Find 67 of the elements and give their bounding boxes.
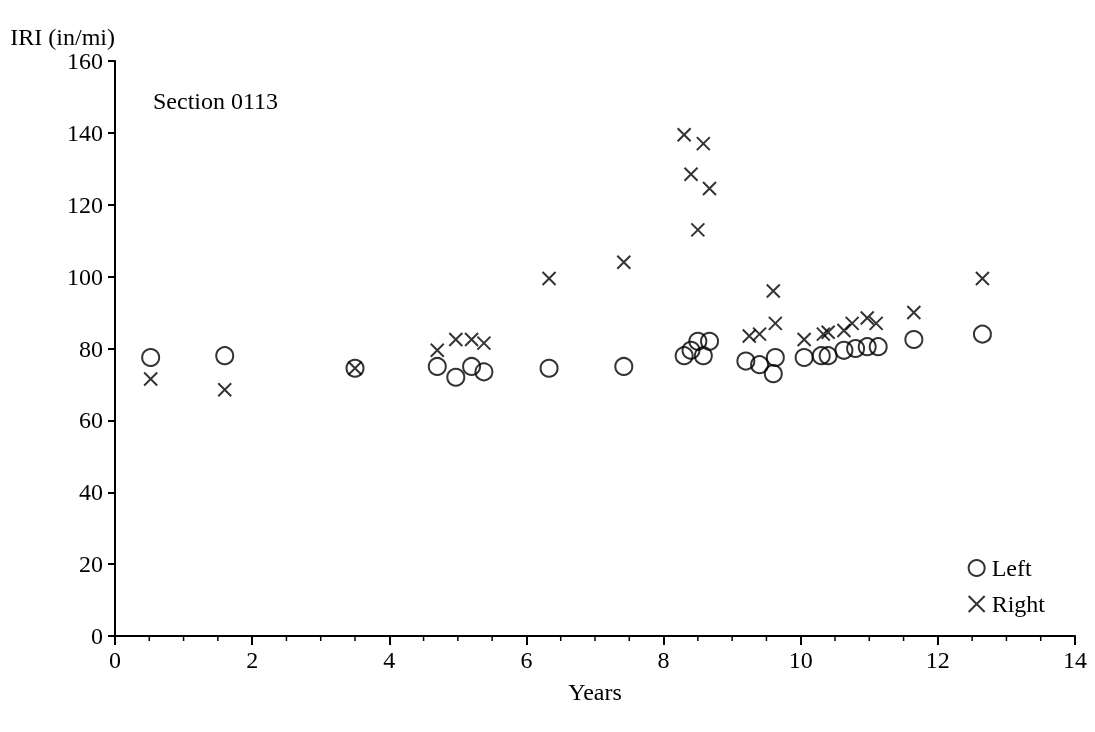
y-tick-label: 20 xyxy=(79,551,103,578)
point xyxy=(541,270,557,286)
x-axis-title: Years xyxy=(568,679,622,705)
point xyxy=(693,346,713,366)
point xyxy=(796,332,812,348)
y-tick-label: 40 xyxy=(79,479,103,506)
x-tick-label: 14 xyxy=(1063,647,1087,673)
point xyxy=(868,337,888,357)
x-tick-label: 6 xyxy=(520,647,533,673)
y-tick-label: 0 xyxy=(91,623,103,649)
y-axis-title: IRI (in/mi) xyxy=(10,24,115,50)
point xyxy=(834,340,854,360)
y-tick-label: 120 xyxy=(67,191,103,218)
point xyxy=(474,362,494,382)
point xyxy=(215,346,235,366)
point xyxy=(794,347,814,367)
point xyxy=(702,181,718,197)
point xyxy=(143,371,159,387)
y-tick-label: 160 xyxy=(67,48,103,74)
point xyxy=(446,367,466,387)
point xyxy=(676,127,692,143)
legend-label: Right xyxy=(991,591,1046,617)
point xyxy=(857,337,877,357)
y-tick-label: 60 xyxy=(79,407,103,434)
point xyxy=(972,324,992,344)
point xyxy=(765,283,781,299)
point xyxy=(811,346,831,366)
point xyxy=(974,270,990,286)
point xyxy=(695,136,711,152)
annotation: Section 0113 xyxy=(153,88,279,114)
point xyxy=(141,347,161,367)
point xyxy=(767,315,783,331)
y-tick-label: 140 xyxy=(67,119,103,146)
point xyxy=(539,358,559,378)
point xyxy=(736,351,756,371)
point xyxy=(906,305,922,321)
x-tick-label: 4 xyxy=(383,647,396,673)
legend-label: Left xyxy=(991,555,1032,581)
point xyxy=(750,355,770,375)
point xyxy=(683,166,699,182)
x-tick-label: 10 xyxy=(788,647,813,673)
point xyxy=(690,222,706,238)
x-tick-label: 12 xyxy=(925,647,950,673)
x-tick-label: 0 xyxy=(109,647,121,673)
point xyxy=(429,342,445,358)
point xyxy=(859,310,875,326)
point xyxy=(217,382,233,398)
x-tick-label: 8 xyxy=(657,647,670,673)
point xyxy=(868,315,884,331)
point xyxy=(616,254,632,270)
point xyxy=(763,364,783,384)
point xyxy=(427,356,447,376)
point xyxy=(844,315,860,331)
point xyxy=(818,346,838,366)
point xyxy=(688,331,708,351)
x-tick-label: 2 xyxy=(246,647,259,673)
point xyxy=(614,356,634,376)
point xyxy=(700,331,720,351)
y-tick-label: 100 xyxy=(67,263,103,290)
point xyxy=(765,347,785,367)
y-tick-label: 80 xyxy=(79,335,103,362)
point xyxy=(462,356,482,376)
point xyxy=(846,339,866,358)
point xyxy=(904,330,924,350)
point xyxy=(815,326,831,342)
point xyxy=(674,346,694,366)
point xyxy=(681,340,701,360)
